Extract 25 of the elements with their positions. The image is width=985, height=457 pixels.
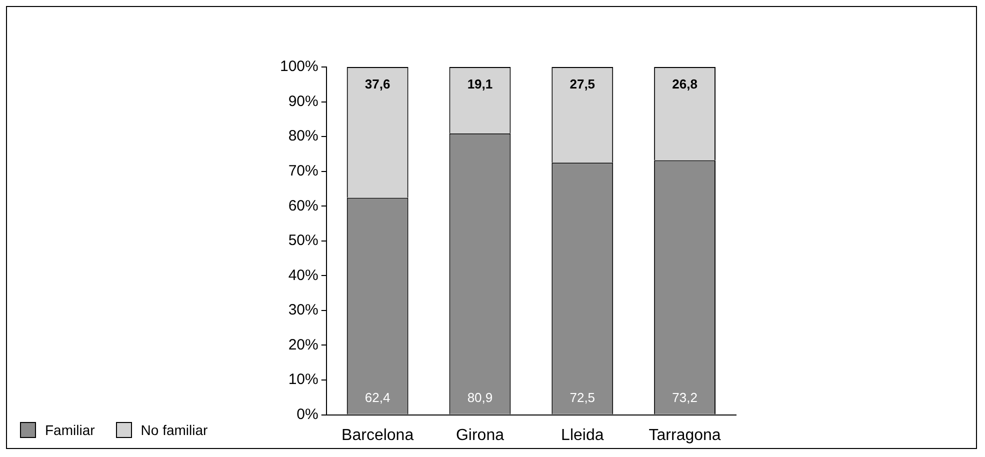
- data-label: 26,8: [672, 76, 698, 92]
- y-tick-label: 70%: [288, 162, 318, 180]
- legend-label: Familiar: [45, 422, 95, 438]
- y-tick-label: 50%: [288, 232, 318, 250]
- y-tick-label: 90%: [288, 92, 318, 110]
- data-label: 19,1: [467, 76, 493, 92]
- y-tick-label: 20%: [288, 336, 318, 354]
- data-label: 80,9: [467, 390, 493, 405]
- y-tick-label: 100%: [280, 58, 318, 76]
- x-tick-label: Lleida: [561, 426, 604, 444]
- x-tick-label: Girona: [456, 426, 504, 444]
- data-label: 27,5: [570, 76, 596, 92]
- legend-label: No familiar: [140, 422, 208, 438]
- y-tick-label: 10%: [288, 371, 318, 388]
- y-tick-label: 40%: [288, 266, 318, 284]
- y-tick-label: 30%: [288, 302, 318, 319]
- y-tick-label: 80%: [288, 128, 318, 145]
- x-tick-label: Tarragona: [648, 426, 721, 444]
- data-label: 37,6: [364, 76, 390, 92]
- y-tick-label: 0%: [296, 406, 318, 423]
- x-tick-label: Barcelona: [342, 426, 414, 444]
- data-label: 73,2: [672, 390, 698, 405]
- y-tick-label: 60%: [288, 197, 318, 214]
- data-label: 62,4: [364, 390, 390, 405]
- data-label: 72,5: [570, 390, 596, 405]
